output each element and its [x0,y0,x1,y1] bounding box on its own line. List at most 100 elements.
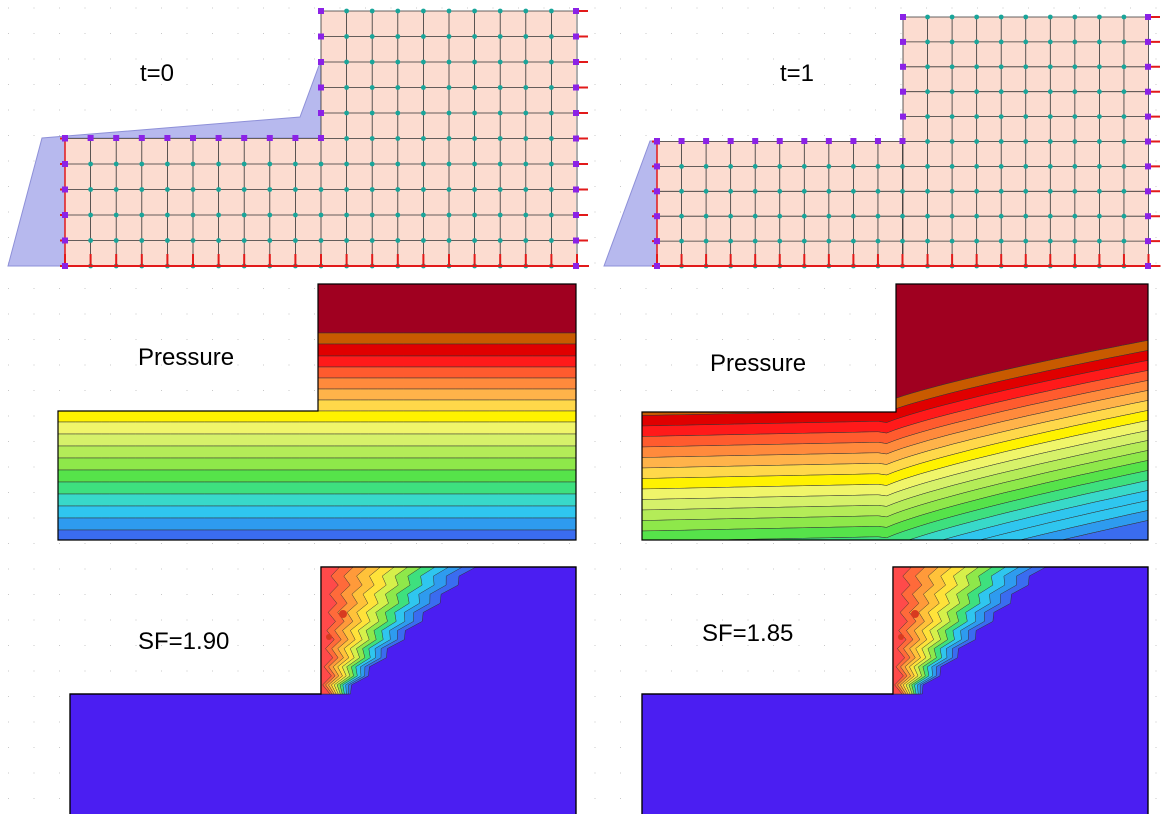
mesh-node [1072,89,1078,95]
mesh-node [344,161,349,167]
pressure-band [58,332,576,345]
boundary-node [573,33,579,40]
mesh-node [293,161,298,167]
boundary-node [573,263,579,269]
boundary-node [874,138,881,144]
mesh-node [523,85,529,90]
pressure-band [58,410,576,423]
mesh-node [446,85,452,90]
mesh-node [826,238,832,244]
mesh-node [974,64,980,70]
mesh-node [497,238,503,243]
mesh-node [267,161,273,167]
mesh-node [1121,64,1127,70]
mesh-node [728,238,734,244]
mesh-node [925,164,930,169]
mesh-node [446,136,452,141]
boundary-node [318,8,324,14]
mesh-node [165,187,170,192]
boundary-nodes [654,14,1151,269]
mesh-node [446,187,452,192]
boundary-node [164,135,171,141]
mesh-node [1047,188,1053,194]
mesh-node [1097,89,1102,95]
boundary-node [1145,238,1151,245]
mesh-node [998,188,1004,194]
mesh-node [369,59,375,65]
mesh-node [446,161,452,167]
mesh-node [851,188,856,194]
failure-zone [892,567,1047,695]
mesh-node [728,188,734,194]
mesh-node [801,238,807,244]
mesh-node [395,34,401,39]
mesh-node [421,238,426,243]
mesh-node [190,187,196,192]
boundary-node [113,135,120,141]
mesh-node [851,238,856,244]
boundary-node [87,135,94,141]
pressure-band [58,433,576,447]
mesh-node [1121,188,1127,194]
mesh-node [497,59,503,65]
mesh-node [216,238,222,243]
mesh-node [472,8,477,14]
mesh-node [88,212,93,218]
mesh-node [549,110,554,116]
mesh-node [241,187,247,192]
pressure-band [642,470,1148,540]
boundary-node [654,188,660,195]
mesh-node [113,238,119,243]
boundary-node [1145,88,1151,95]
pressure-band [58,469,576,483]
boundary-node [62,186,68,193]
mesh-node [344,238,349,243]
mesh-node [472,85,477,90]
boundary-node [899,138,906,144]
mesh-node [900,188,905,194]
mesh-node [925,64,930,70]
mesh-node [267,212,273,218]
pressure-band [58,421,576,435]
mesh-node [549,136,554,141]
mesh-panel-t0 [7,8,589,269]
boundary-node [801,138,808,144]
mesh-node [777,238,783,244]
boundary-node [1145,14,1151,20]
mesh-node [88,161,93,167]
mesh-node [421,85,426,90]
mesh-node [703,188,709,194]
mesh-node [421,34,426,39]
boundary-node [1145,113,1151,120]
mesh-node [777,188,783,194]
mesh-node [395,85,401,90]
mesh-node [949,213,955,219]
mesh-node [369,34,375,39]
mesh-node [703,213,709,219]
pressure-contours [642,284,1148,540]
mesh-node [497,85,503,90]
mesh-node [974,213,980,219]
boundary-node [573,110,579,116]
mesh-node [446,8,452,14]
mesh-node [113,212,119,218]
pressure-band [58,366,576,379]
mesh-node [344,8,349,14]
mesh-node [549,8,554,14]
sf-outline [641,566,1149,814]
boundary-node [900,113,906,120]
mesh-node [472,212,477,218]
mesh-node [1121,238,1127,244]
boundary-node [654,163,660,170]
mesh-node [523,59,529,65]
mesh-node [1023,188,1029,194]
boundary-node [654,138,660,145]
mesh-node [851,213,856,219]
mesh-node [1121,139,1127,144]
mesh-node [1047,89,1053,95]
mesh-node [998,89,1004,95]
mesh-node [752,188,758,194]
mesh-node [446,59,452,65]
mesh-node [165,238,170,243]
mesh-node [472,238,477,243]
